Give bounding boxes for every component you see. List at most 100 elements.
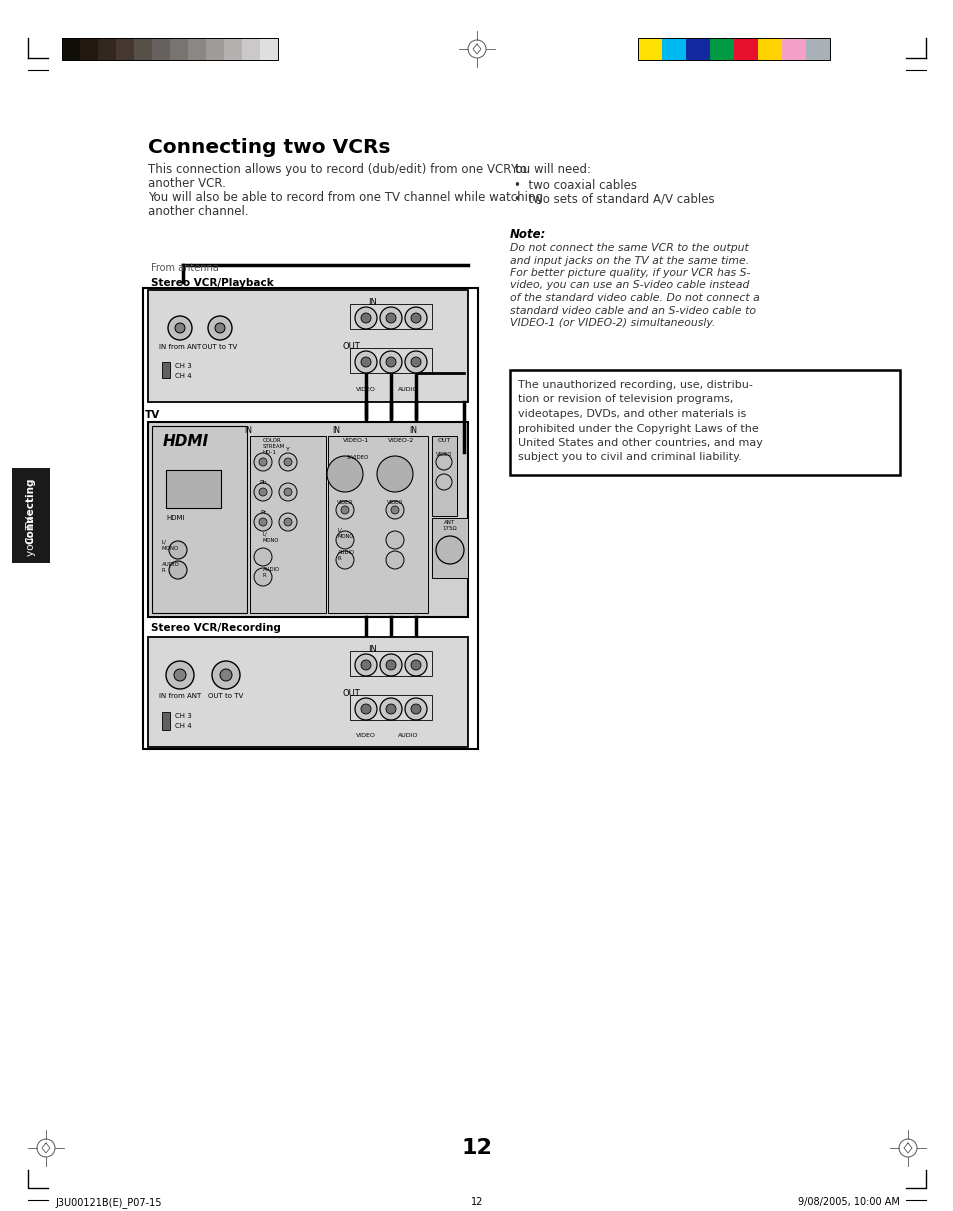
Text: OUT to TV: OUT to TV (202, 344, 237, 350)
Text: Pb: Pb (259, 480, 267, 484)
Text: IN: IN (409, 426, 416, 435)
Circle shape (220, 668, 232, 681)
Text: OUT to TV: OUT to TV (208, 693, 243, 699)
Text: standard video cable and an S-video cable to: standard video cable and an S-video cabl… (510, 305, 755, 316)
Circle shape (258, 488, 267, 497)
Text: COLOR
STREAM
HD-1: COLOR STREAM HD-1 (263, 438, 285, 454)
Circle shape (386, 704, 395, 714)
Bar (250, 436, 326, 613)
Bar (224, 38, 242, 61)
Text: For better picture quality, if your VCR has S-: For better picture quality, if your VCR … (510, 268, 750, 279)
Text: The unauthorized recording, use, distribu-: The unauthorized recording, use, distrib… (517, 380, 752, 390)
Bar (12, 467, 50, 563)
Bar (638, 38, 829, 61)
Circle shape (253, 513, 272, 530)
Bar (152, 38, 170, 61)
Text: Connecting: Connecting (26, 477, 36, 544)
Circle shape (376, 457, 413, 492)
Text: •  two sets of standard A/V cables: • two sets of standard A/V cables (514, 193, 714, 206)
Bar (733, 38, 758, 61)
Text: S-VIDEO: S-VIDEO (347, 455, 369, 460)
Text: IN from ANT: IN from ANT (159, 344, 201, 350)
Circle shape (355, 698, 376, 721)
Circle shape (436, 454, 452, 470)
Circle shape (386, 312, 395, 323)
Bar (80, 38, 98, 61)
Text: You will also be able to record from one TV channel while watching: You will also be able to record from one… (148, 191, 542, 203)
Bar (685, 38, 709, 61)
Text: CH 4: CH 4 (174, 373, 192, 379)
Text: From antenna: From antenna (151, 263, 218, 272)
Circle shape (327, 457, 363, 492)
Circle shape (436, 474, 452, 490)
Text: CH 4: CH 4 (174, 723, 192, 729)
Bar (98, 38, 116, 61)
Text: subject you to civil and criminal liability.: subject you to civil and criminal liabil… (517, 453, 741, 463)
Text: Y: Y (286, 447, 290, 452)
Text: VIDEO: VIDEO (336, 500, 353, 505)
Circle shape (278, 483, 296, 501)
Text: video, you can use an S-video cable instead: video, you can use an S-video cable inst… (510, 281, 749, 291)
Circle shape (340, 506, 349, 513)
Circle shape (379, 654, 401, 676)
Text: IN: IN (368, 645, 376, 654)
Text: Pr: Pr (259, 510, 266, 515)
Circle shape (379, 308, 401, 329)
Circle shape (355, 351, 376, 373)
Circle shape (253, 568, 272, 586)
Bar (133, 38, 152, 61)
Text: Stereo VCR/Recording: Stereo VCR/Recording (151, 622, 280, 633)
Text: tion or revision of television programs,: tion or revision of television programs, (517, 395, 733, 404)
Circle shape (405, 308, 427, 329)
Text: This connection allows you to record (dub/edit) from one VCR to: This connection allows you to record (du… (148, 163, 526, 176)
Circle shape (360, 704, 371, 714)
Circle shape (386, 530, 403, 549)
Bar (661, 38, 685, 61)
Text: AUDIO: AUDIO (397, 388, 417, 392)
Bar (116, 38, 133, 61)
Circle shape (436, 536, 463, 564)
Bar (709, 38, 733, 61)
Text: OUT: OUT (436, 438, 450, 443)
Text: Do not connect the same VCR to the output: Do not connect the same VCR to the outpu… (510, 243, 748, 253)
Circle shape (168, 316, 192, 340)
Text: AUDIO: AUDIO (397, 733, 417, 737)
Circle shape (355, 308, 376, 329)
Circle shape (360, 357, 371, 367)
Bar (206, 38, 224, 61)
Text: another channel.: another channel. (148, 205, 249, 218)
Text: CH 3: CH 3 (174, 713, 192, 719)
Circle shape (405, 698, 427, 721)
Text: VIDEO-1 (or VIDEO-2) simultaneously.: VIDEO-1 (or VIDEO-2) simultaneously. (510, 318, 715, 328)
Text: L/
MONO: L/ MONO (162, 540, 179, 551)
Text: 9/08/2005, 10:00 AM: 9/08/2005, 10:00 AM (798, 1196, 899, 1207)
Text: VIDEO: VIDEO (355, 733, 375, 737)
Text: Connecting two VCRs: Connecting two VCRs (148, 138, 390, 157)
Text: another VCR.: another VCR. (148, 177, 226, 190)
Circle shape (253, 453, 272, 471)
Text: Stereo VCR/Playback: Stereo VCR/Playback (151, 279, 274, 288)
Circle shape (166, 661, 193, 689)
Text: Note:: Note: (510, 228, 546, 241)
Text: IN: IN (244, 426, 252, 435)
Bar (148, 289, 468, 402)
Bar (510, 371, 899, 475)
Circle shape (253, 549, 272, 566)
Circle shape (386, 501, 403, 520)
Text: OUT: OUT (343, 689, 360, 698)
Circle shape (386, 357, 395, 367)
Text: CH 3: CH 3 (174, 363, 192, 369)
Circle shape (173, 668, 186, 681)
Bar (143, 288, 477, 748)
Circle shape (405, 351, 427, 373)
Bar (350, 348, 432, 373)
Text: VIDEO-2: VIDEO-2 (388, 438, 414, 443)
Circle shape (278, 513, 296, 530)
Circle shape (386, 660, 395, 670)
Bar (162, 362, 170, 378)
Bar (432, 518, 468, 578)
Circle shape (360, 660, 371, 670)
Text: and input jacks on the TV at the same time.: and input jacks on the TV at the same ti… (510, 256, 748, 265)
Bar (162, 712, 170, 730)
Bar (432, 436, 456, 516)
